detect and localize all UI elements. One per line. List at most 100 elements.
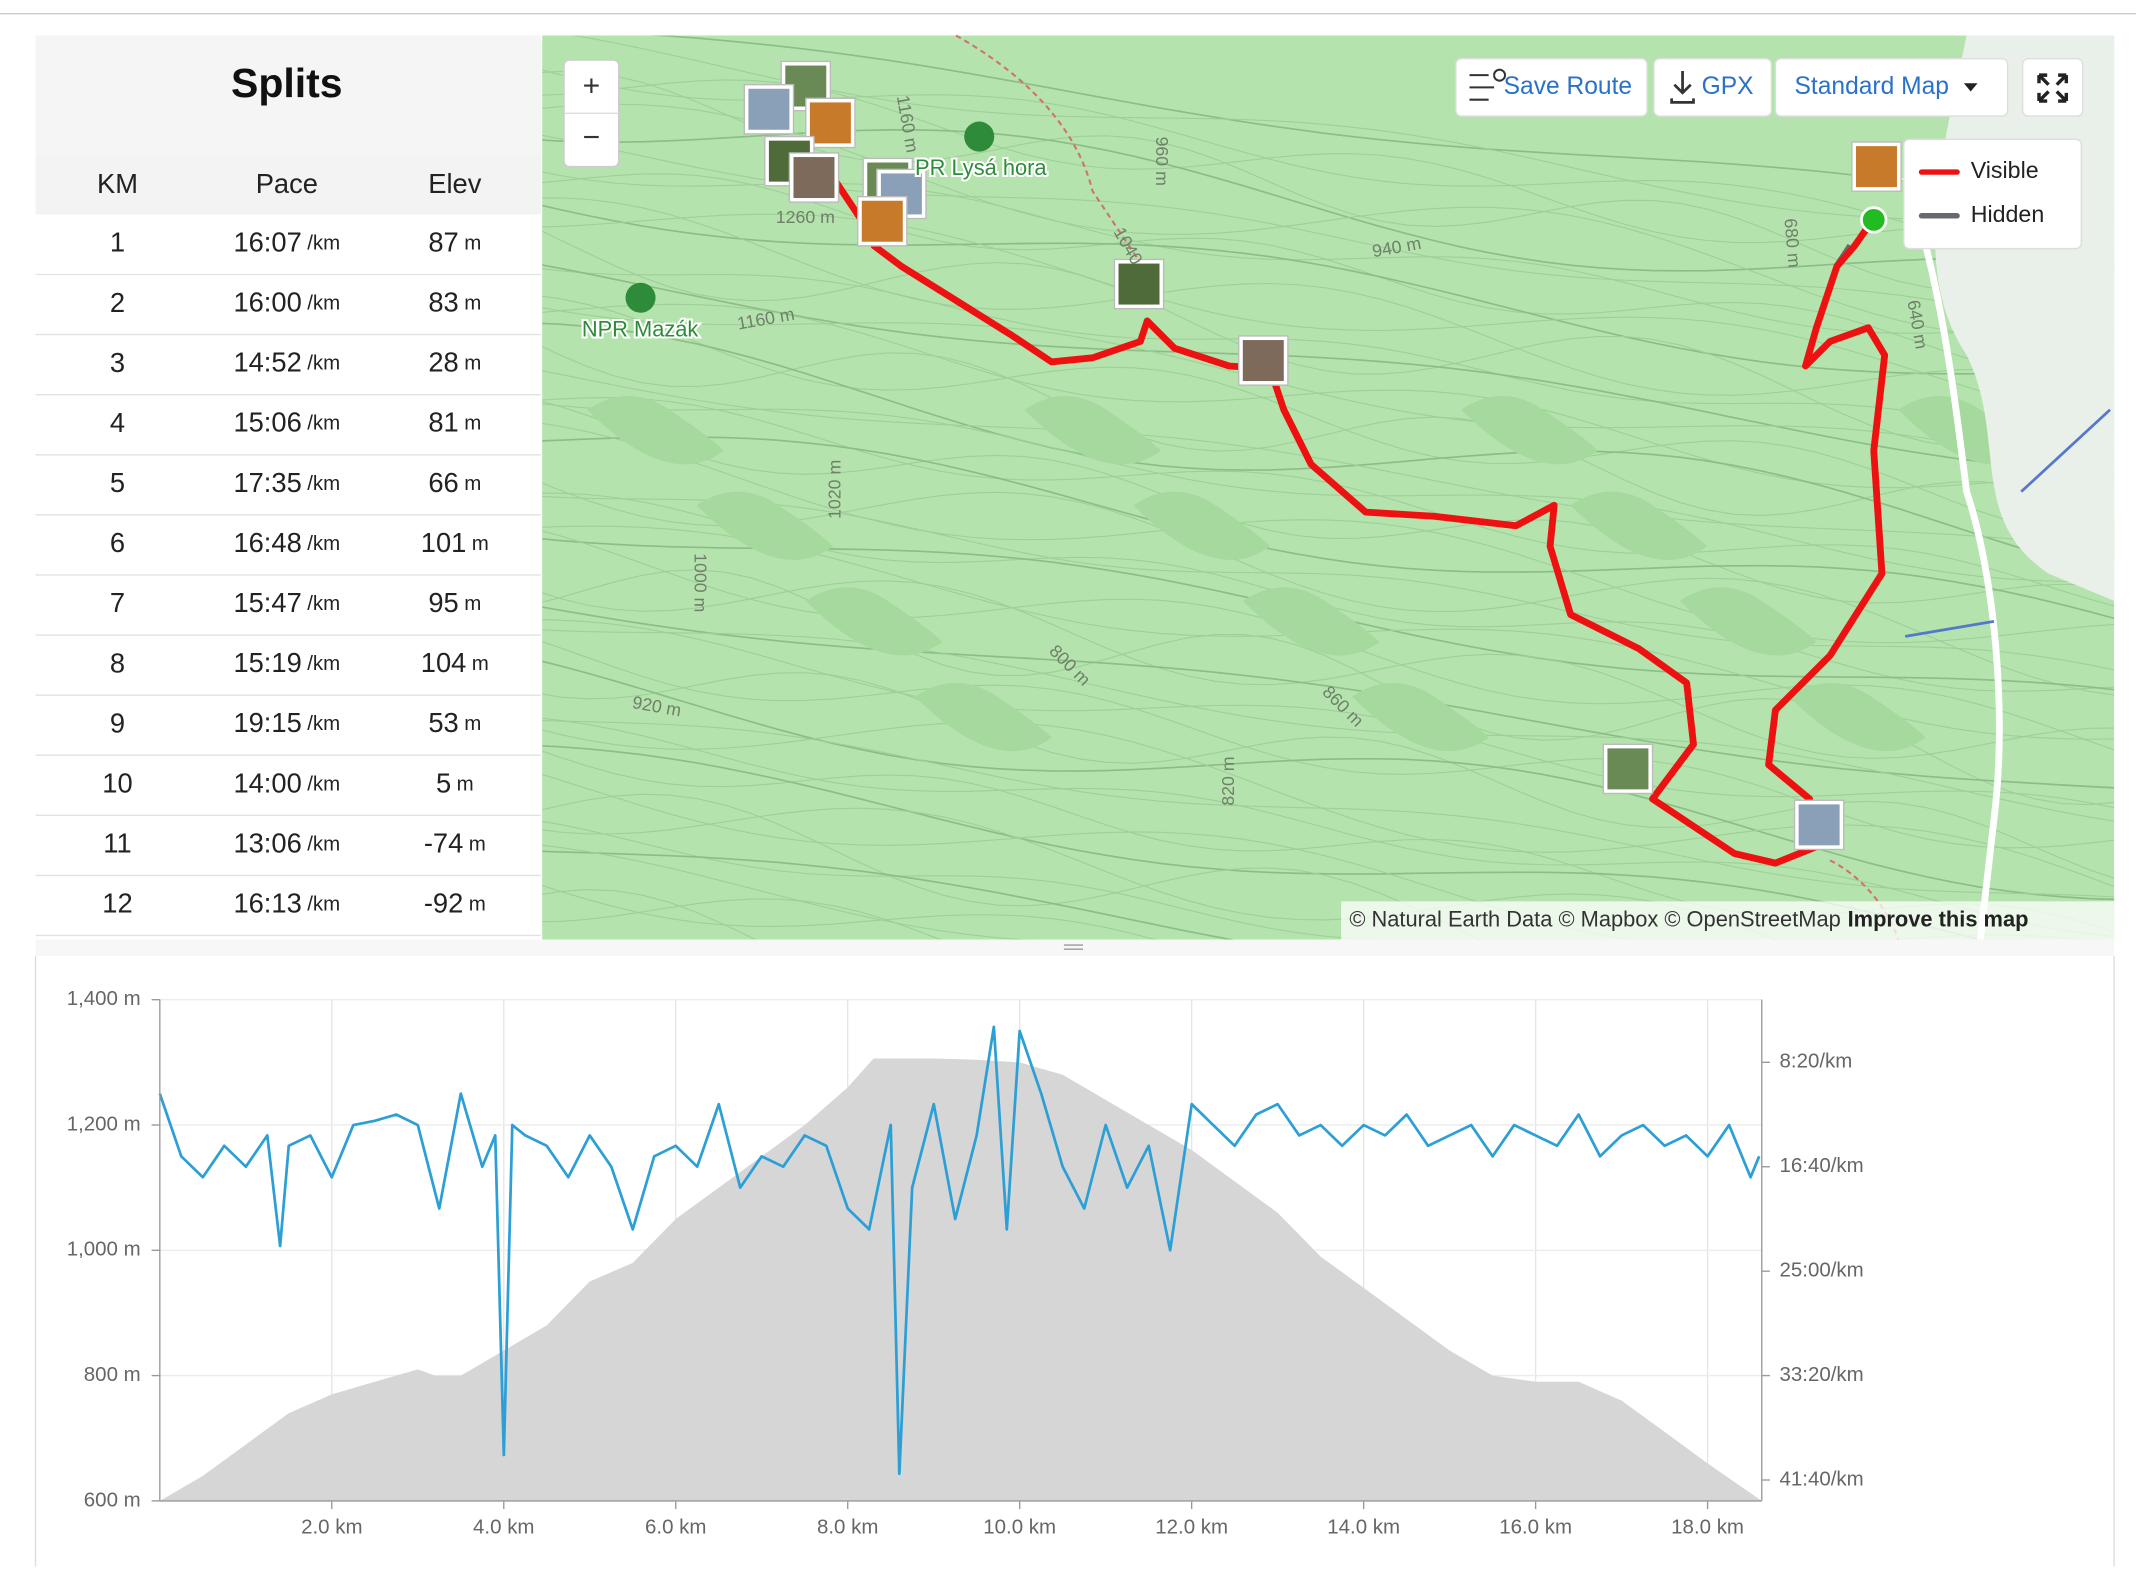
x-tick-label: 18.0 km — [1671, 1516, 1744, 1539]
elev-cell: 83 m — [428, 287, 481, 318]
pace-unit: /km — [307, 352, 340, 375]
elev-value: 87 — [428, 227, 458, 258]
contour-line — [542, 264, 2115, 476]
elev-value: 28 — [428, 347, 458, 378]
contour-line — [542, 204, 2115, 375]
photo-thumb — [1118, 263, 1160, 305]
elev-unit: m — [464, 713, 481, 736]
y-tick-label: 800 m — [84, 1363, 141, 1386]
elev-unit: m — [464, 232, 481, 255]
pace-unit: /km — [307, 412, 340, 435]
button-label[interactable]: Save Route — [1504, 73, 1632, 100]
attribution: © Natural Earth Data © Mapbox © OpenStre… — [1349, 906, 2028, 931]
x-tick-label: 2.0 km — [301, 1516, 362, 1539]
photo-thumb — [809, 102, 851, 144]
pace-unit: /km — [307, 232, 340, 255]
route-icon — [1469, 68, 1507, 101]
attribution-text: © Natural Earth Data © Mapbox © OpenStre… — [1349, 906, 1840, 931]
pace-unit: /km — [307, 592, 340, 615]
contour-label: 820 m — [1218, 756, 1238, 805]
pace-value: 16:07 — [233, 227, 301, 258]
splits-panel: Splits KM Pace Elev 1 16:07/km 87 m2 16:00/k… — [35, 35, 541, 940]
elev-unit: m — [469, 833, 486, 856]
y2-tick-label: 16:40/km — [1780, 1154, 1864, 1177]
contour-line — [542, 397, 2115, 607]
elev-cell: 66 m — [428, 467, 481, 498]
route-visible — [830, 175, 1889, 867]
terrain-patch — [696, 491, 834, 560]
photo-thumb — [748, 88, 790, 130]
contour-label: 1000 m — [691, 553, 711, 612]
y2-tick-label: 25:00/km — [1780, 1259, 1864, 1282]
elev-cell: -74 m — [424, 828, 486, 859]
fullscreen-button[interactable] — [2021, 58, 2084, 117]
pace-value: 17:35 — [233, 467, 301, 498]
pace-unit: /km — [307, 773, 340, 796]
splitter[interactable] — [35, 939, 2115, 956]
zoom-in[interactable]: + — [583, 69, 601, 102]
contour-label: 1260 m — [776, 207, 835, 227]
pace-value: 16:13 — [233, 888, 301, 919]
photos — [743, 60, 1902, 851]
elev-cell: 28 m — [428, 347, 481, 378]
pace-unit: /km — [307, 292, 340, 315]
contour-line — [542, 295, 2115, 538]
contour-line — [542, 898, 942, 940]
pace-value: 19:15 — [233, 707, 301, 738]
pace-cell: 13:06/km — [233, 828, 340, 859]
dropdown-caret — [1963, 83, 1978, 92]
elev-unit: m — [472, 532, 489, 555]
elev-value: 104 — [421, 647, 467, 678]
contour-line — [542, 370, 2115, 552]
elev-unit: m — [457, 773, 474, 796]
photo-thumb — [793, 157, 835, 199]
pace-unit: /km — [307, 652, 340, 675]
contour-line — [542, 495, 2115, 671]
button-label[interactable]: Standard Map — [1795, 73, 1949, 100]
pace-cell: 16:48/km — [233, 527, 340, 558]
park-icon — [964, 121, 995, 152]
x-tick-label: 4.0 km — [473, 1516, 534, 1539]
pace-cell: 14:00/km — [233, 767, 340, 798]
pace-cell: 16:00/km — [233, 287, 340, 318]
km-cell: 9 — [110, 707, 125, 738]
legend-items: Visible Hidden — [1918, 157, 2044, 227]
contour-line — [542, 660, 2115, 901]
contour-label: 1020 m — [825, 460, 845, 519]
terrain-patch — [1789, 682, 1926, 752]
elev-cell: 87 m — [428, 227, 481, 258]
start-marker — [1860, 206, 1888, 234]
road — [1901, 176, 2003, 940]
contour-line — [542, 629, 2115, 822]
km-cell: 5 — [110, 467, 125, 498]
y2-tick-label: 41:40/km — [1780, 1467, 1864, 1490]
y-tick-label: 1,000 m — [67, 1238, 141, 1261]
x-tick-label: 14.0 km — [1327, 1516, 1400, 1539]
contour-line — [542, 422, 2115, 644]
x-tick-label: 16.0 km — [1499, 1516, 1572, 1539]
zoom-out[interactable]: − — [583, 121, 601, 154]
pace-value: 15:06 — [233, 407, 301, 438]
improve-link[interactable]: Improve this map — [1848, 906, 2029, 931]
contour-line — [542, 345, 2115, 523]
pace-cell: 16:13/km — [233, 888, 340, 919]
km-cell: 10 — [102, 767, 132, 798]
contour-line — [542, 720, 2115, 898]
elev-unit: m — [464, 592, 481, 615]
pace-value: 15:47 — [233, 587, 301, 618]
button-label[interactable]: GPX — [1702, 73, 1754, 100]
contour-line — [542, 401, 2115, 604]
contour-line — [542, 793, 1482, 940]
pace-unit: /km — [307, 472, 340, 495]
y2-tick-label: 8:20/km — [1780, 1050, 1853, 1073]
y2-tick-label: 33:20/km — [1780, 1363, 1864, 1386]
pace-value: 14:52 — [233, 347, 301, 378]
elev-value: -92 — [424, 888, 463, 919]
elev-value: 66 — [428, 467, 458, 498]
terrain-patch — [587, 396, 724, 465]
elev-unit: m — [464, 352, 481, 375]
map-style-button[interactable] — [1774, 58, 2009, 117]
contour-line — [542, 721, 2115, 888]
elev-cell: 95 m — [428, 587, 481, 618]
